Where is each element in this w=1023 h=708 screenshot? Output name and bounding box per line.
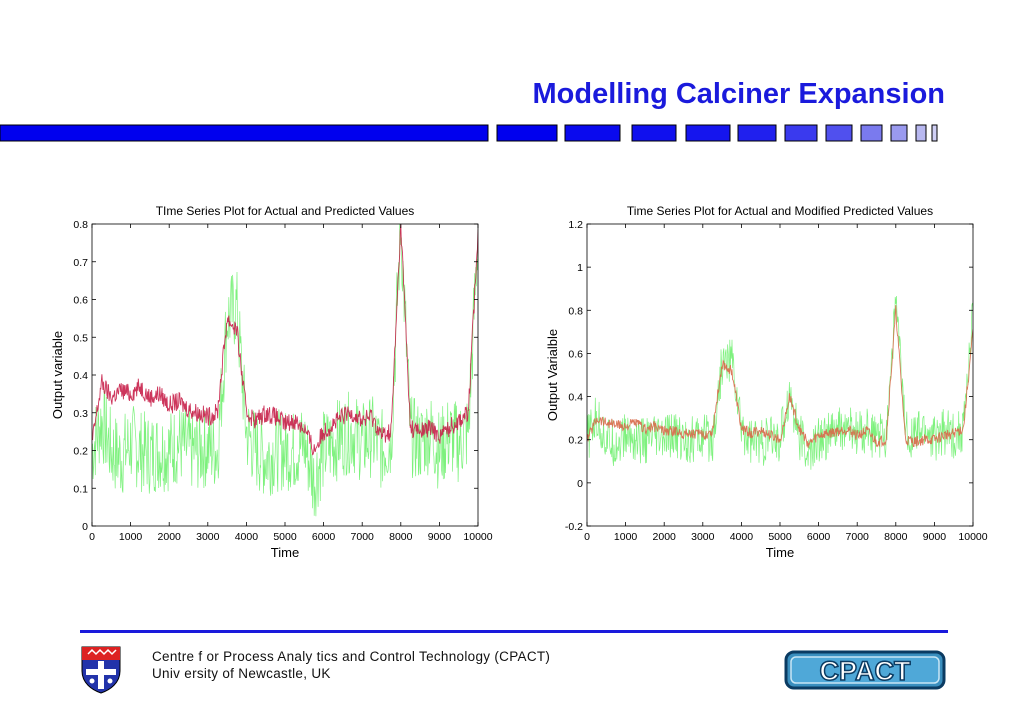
cpact-logo: CPACT bbox=[784, 650, 946, 690]
x-tick-label: 9000 bbox=[923, 531, 947, 543]
chart-title: Time Series Plot for Actual and Modified… bbox=[627, 204, 933, 218]
y-tick-label: 0.4 bbox=[568, 392, 583, 404]
x-tick-label: 10000 bbox=[958, 531, 987, 543]
y-tick-label: 0 bbox=[577, 478, 583, 490]
x-tick-label: 7000 bbox=[351, 531, 375, 543]
footer-divider bbox=[80, 630, 948, 633]
y-tick-label: 0.2 bbox=[568, 435, 583, 447]
plot-area bbox=[92, 224, 478, 517]
x-tick-label: 2000 bbox=[653, 531, 677, 543]
series-line-0 bbox=[92, 224, 478, 517]
cpact-logo-text: CPACT bbox=[820, 656, 912, 686]
x-tick-label: 0 bbox=[89, 531, 95, 543]
x-tick-label: 0 bbox=[584, 531, 590, 543]
y-tick-label: 0.1 bbox=[73, 483, 88, 495]
x-tick-label: 3000 bbox=[691, 531, 715, 543]
series-line-1 bbox=[587, 305, 973, 448]
footer-centre-name: Centre f or Process Analy tics and Contr… bbox=[152, 649, 551, 664]
x-tick-label: 4000 bbox=[235, 531, 259, 543]
y-tick-label: 1.2 bbox=[568, 219, 583, 231]
x-tick-label: 2000 bbox=[158, 531, 182, 543]
y-tick-label: -0.2 bbox=[565, 521, 583, 533]
y-tick-label: 0.8 bbox=[73, 219, 88, 231]
y-tick-label: 0.5 bbox=[73, 332, 88, 344]
y-tick-label: 0.6 bbox=[568, 348, 583, 360]
x-tick-label: 5000 bbox=[273, 531, 297, 543]
x-tick-label: 4000 bbox=[730, 531, 754, 543]
chart-actual-vs-predicted: TIme Series Plot for Actual and Predicte… bbox=[40, 196, 510, 576]
chart-actual-vs-modified-predicted: Time Series Plot for Actual and Modified… bbox=[530, 196, 1000, 576]
plot-area bbox=[587, 295, 973, 470]
x-tick-label: 10000 bbox=[463, 531, 492, 543]
y-tick-label: 1 bbox=[577, 262, 583, 274]
y-axis-label: Output variable bbox=[50, 331, 65, 419]
x-tick-label: 1000 bbox=[119, 531, 143, 543]
y-axis-label: Output Varialble bbox=[545, 329, 560, 421]
x-tick-label: 1000 bbox=[614, 531, 638, 543]
x-tick-label: 3000 bbox=[196, 531, 220, 543]
x-axis-label: Time bbox=[271, 545, 299, 560]
x-tick-label: 6000 bbox=[807, 531, 831, 543]
y-tick-label: 0.2 bbox=[73, 446, 88, 458]
x-tick-label: 5000 bbox=[768, 531, 792, 543]
x-axis-label: Time bbox=[766, 545, 794, 560]
y-tick-label: 0.8 bbox=[568, 305, 583, 317]
y-tick-label: 0.4 bbox=[73, 370, 88, 382]
x-tick-label: 9000 bbox=[428, 531, 452, 543]
footer-university: Univ ersity of Newcastle, UK bbox=[152, 666, 331, 681]
x-tick-label: 8000 bbox=[389, 531, 413, 543]
x-tick-label: 7000 bbox=[846, 531, 870, 543]
y-tick-label: 0.6 bbox=[73, 295, 88, 307]
x-tick-label: 8000 bbox=[884, 531, 908, 543]
decorative-blue-bar bbox=[0, 124, 938, 142]
y-tick-label: 0 bbox=[82, 521, 88, 533]
y-tick-label: 0.7 bbox=[73, 257, 88, 269]
university-crest-icon bbox=[81, 646, 121, 694]
y-tick-label: 0.3 bbox=[73, 408, 88, 420]
series-line-1 bbox=[92, 224, 478, 456]
footer-text: Centre f or Process Analy tics and Contr… bbox=[152, 648, 550, 682]
x-tick-label: 6000 bbox=[312, 531, 336, 543]
axes-box bbox=[586, 223, 974, 527]
chart-title: TIme Series Plot for Actual and Predicte… bbox=[156, 204, 415, 218]
slide-title: Modelling Calciner Expansion bbox=[532, 78, 945, 110]
